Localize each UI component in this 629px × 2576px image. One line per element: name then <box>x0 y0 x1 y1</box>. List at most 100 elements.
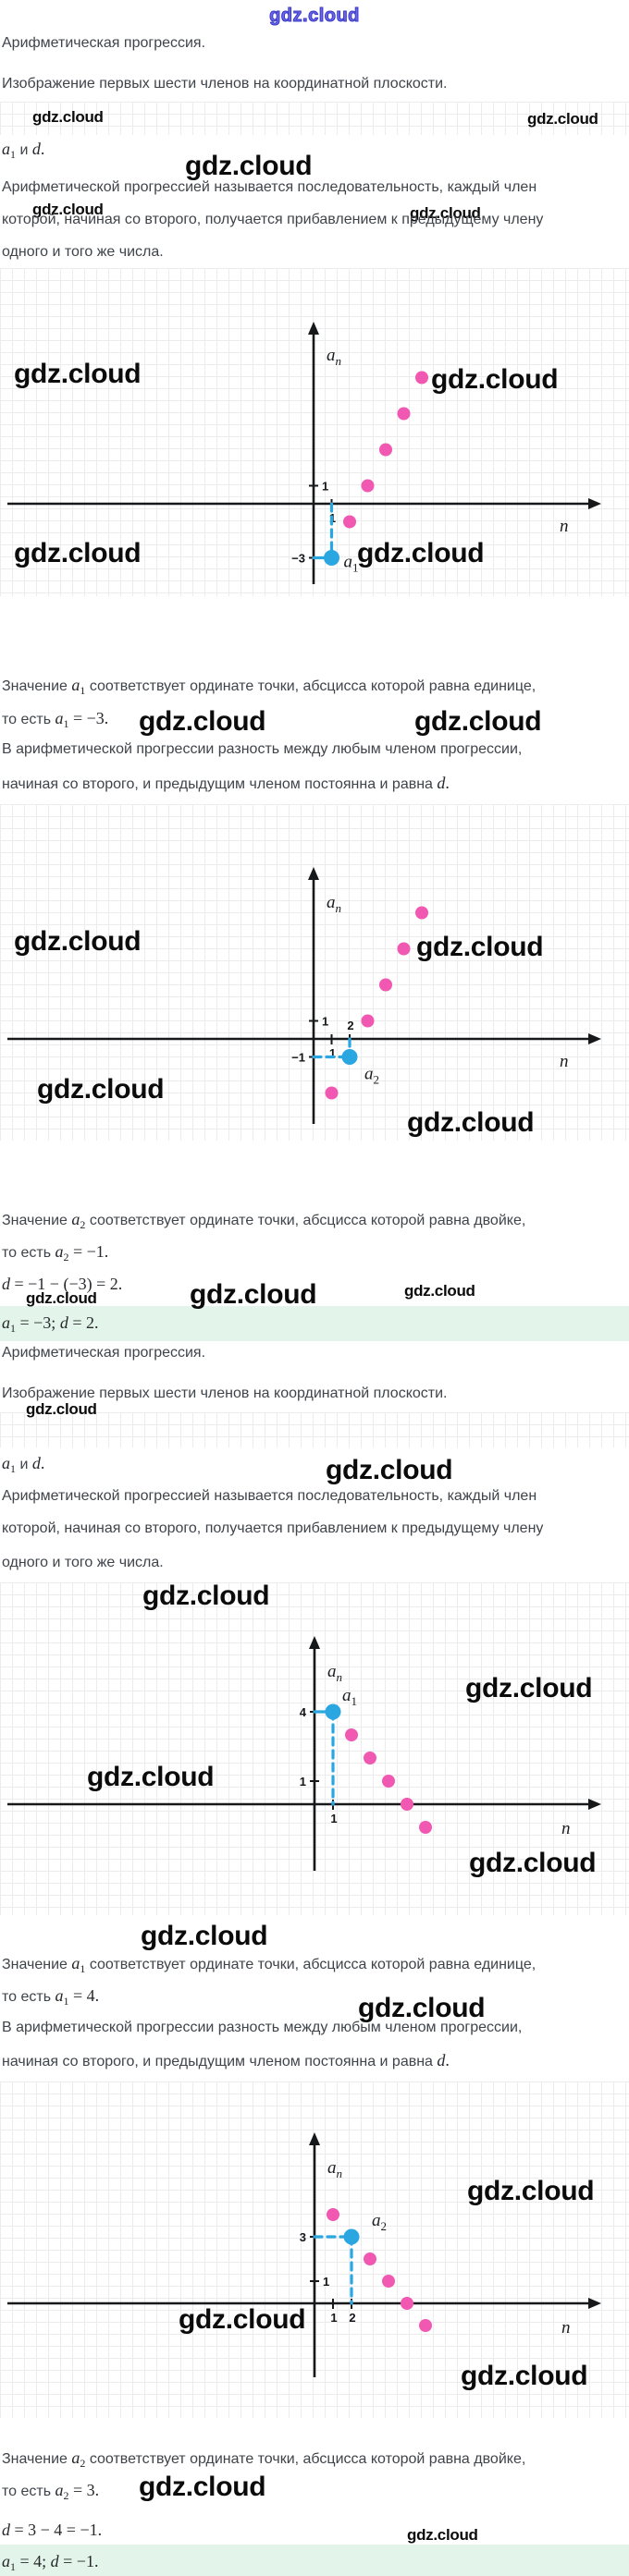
data-point <box>382 1775 395 1788</box>
text-line: a1 и d. <box>2 139 44 165</box>
tick-label: 1 <box>322 1015 328 1029</box>
text-line: a1 = 4; d = −1. <box>2 2551 98 2576</box>
tick-label: 3 <box>300 2230 306 2244</box>
text-run: соответствует ординате точки, абсцисса к… <box>85 1957 536 1972</box>
text-run: Арифметическая прогрессия. <box>2 35 206 51</box>
math-run: d <box>31 1454 41 1472</box>
grid-band <box>0 1412 629 1447</box>
x-axis-arrow <box>588 2298 601 2309</box>
math-run: = 4; <box>16 2552 51 2570</box>
text-run: то есть <box>2 1245 56 1261</box>
data-point <box>419 2319 432 2332</box>
math-run: . <box>445 774 450 792</box>
highlight-label: a2 <box>372 2211 387 2233</box>
text-run: Арифметической прогрессией называется по… <box>2 179 537 195</box>
text-line: a1 = −3; d = 2. <box>2 1312 98 1338</box>
watermark: gdz.cloud <box>14 359 142 389</box>
math-run: a <box>71 1210 80 1228</box>
watermark: gdz.cloud <box>141 1921 268 1951</box>
x-axis-arrow <box>588 1033 601 1044</box>
data-point <box>401 2297 413 2310</box>
watermark: gdz.cloud <box>404 1282 475 1300</box>
text-line: Арифметической прогрессией называется по… <box>2 177 536 198</box>
text-run: соответствует ординате точки, абсцисса к… <box>85 1213 526 1228</box>
text-line: Изображение первых шести членов на коорд… <box>2 1384 448 1404</box>
text-run: Значение <box>2 1213 72 1228</box>
math-run: a <box>71 676 80 694</box>
math-run: a <box>71 1954 80 1972</box>
watermark: gdz.cloud <box>527 110 598 128</box>
math-run: = −1 − (−3) = 2. <box>10 1275 123 1293</box>
text-run: и <box>16 142 32 158</box>
watermark: gdz.cloud <box>467 2176 595 2206</box>
watermark: gdz.cloud <box>465 1673 593 1703</box>
text-run: Арифметическая прогрессия. <box>2 1345 206 1361</box>
grid-band <box>0 102 629 135</box>
data-point <box>364 1752 376 1764</box>
math-run: a <box>2 2552 10 2570</box>
data-point <box>419 1821 432 1834</box>
text-run: одного и того же числа. <box>2 1555 164 1570</box>
watermark: gdz.cloud <box>190 1279 317 1310</box>
watermark: gdz.cloud <box>461 2361 588 2391</box>
y-axis-arrow <box>309 1636 320 1649</box>
math-run: 1 <box>80 1962 86 1975</box>
math-run: d <box>50 2552 59 2570</box>
highlight-point <box>343 2228 360 2245</box>
watermark: gdz.cloud <box>14 926 142 957</box>
text-line: Изображение первых шести членов на коорд… <box>2 74 448 94</box>
text-run: то есть <box>2 712 56 727</box>
data-point <box>397 942 411 956</box>
text-run: начиная со второго, и предыдущим членом … <box>2 2054 438 2069</box>
y-axis-label: an <box>327 2158 342 2180</box>
text-run: Значение <box>2 1957 72 1972</box>
math-run: a <box>71 2448 80 2467</box>
math-run: d <box>437 2051 446 2069</box>
math-run: 1 <box>10 148 16 161</box>
x-axis-label: n <box>560 1052 569 1071</box>
math-run: = 3. <box>68 2481 100 2499</box>
x-axis-arrow <box>588 498 601 509</box>
tick-label: 1 <box>323 2275 329 2289</box>
highlight-band <box>0 1306 629 1341</box>
math-run: 1 <box>10 1322 16 1335</box>
tick-label: 1 <box>329 1046 336 1060</box>
math-run: = −1. <box>58 2552 99 2570</box>
highlight-label-sub: 2 <box>381 2219 388 2233</box>
watermark: gdz.cloud <box>139 2472 266 2502</box>
x-axis-label: n <box>561 1819 571 1838</box>
highlight-label: a1 <box>342 1686 357 1708</box>
highlight-point <box>341 1049 358 1065</box>
highlight-point <box>324 550 339 566</box>
site-logo[interactable]: gdz.cloud <box>269 6 360 27</box>
watermark: gdz.cloud <box>358 1993 486 2023</box>
text-run: В арифметической прогрессии разность меж… <box>2 741 523 757</box>
text-line: В арифметической прогрессии разность меж… <box>2 2018 522 2038</box>
text-run: Изображение первых шести членов на коорд… <box>2 76 448 92</box>
data-point <box>415 371 428 385</box>
text-run: Арифметической прогрессией называется по… <box>2 1488 537 1504</box>
tick-label: 1 <box>322 480 328 494</box>
math-run: a <box>55 709 64 727</box>
text-run: соответствует ординате точки, абсцисса к… <box>85 2451 526 2467</box>
math-run: = 4. <box>68 1986 100 2005</box>
watermark: gdz.cloud <box>32 108 104 126</box>
tick-label: 2 <box>347 1019 353 1032</box>
math-run: a <box>55 1986 64 2005</box>
math-run: a <box>2 1454 10 1472</box>
data-point <box>343 515 356 529</box>
text-line: то есть a1 = 4. <box>2 1985 99 2011</box>
math-run: d <box>59 1313 68 1332</box>
watermark: gdz.cloud <box>416 932 544 962</box>
watermark: gdz.cloud <box>139 706 266 737</box>
text-line: которой, начиная со второго, получается … <box>2 1519 543 1539</box>
text-line: d = 3 − 4 = −1. <box>2 2520 102 2542</box>
data-point <box>382 2275 395 2288</box>
text-run: одного и того же числа. <box>2 244 164 260</box>
math-run: 1 <box>10 2560 16 2573</box>
math-run: 2 <box>63 1251 69 1264</box>
y-axis-label: an <box>327 893 341 915</box>
